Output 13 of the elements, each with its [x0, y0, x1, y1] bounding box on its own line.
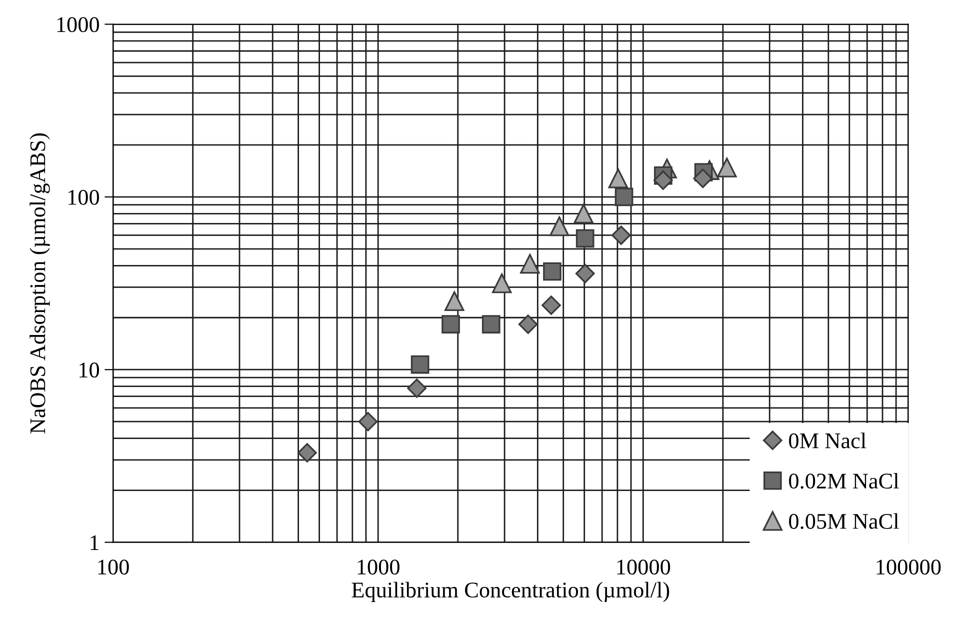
x-tick-label: 1000 [358, 560, 400, 575]
y-tick-label: 1000 [57, 17, 99, 32]
y-axis-title: NaOBS Adsorption (µmol/gABS) [30, 133, 50, 434]
x-tick-label: 100000 [876, 560, 941, 575]
x-tick-label: 10000 [617, 560, 670, 575]
x-tick-label: 100 [98, 560, 129, 575]
legend-label: 0.02M NaCl [789, 472, 899, 489]
legend-label: 0M Nacl [789, 432, 866, 448]
legend-label: 0.05M NaCl [789, 513, 899, 529]
x-axis-title: Equilibrium Concentration (µmol/l) [352, 582, 670, 602]
y-tick-label: 10 [80, 362, 99, 378]
y-tick-label: 100 [68, 190, 99, 205]
y-tick-label: 1 [90, 535, 99, 550]
